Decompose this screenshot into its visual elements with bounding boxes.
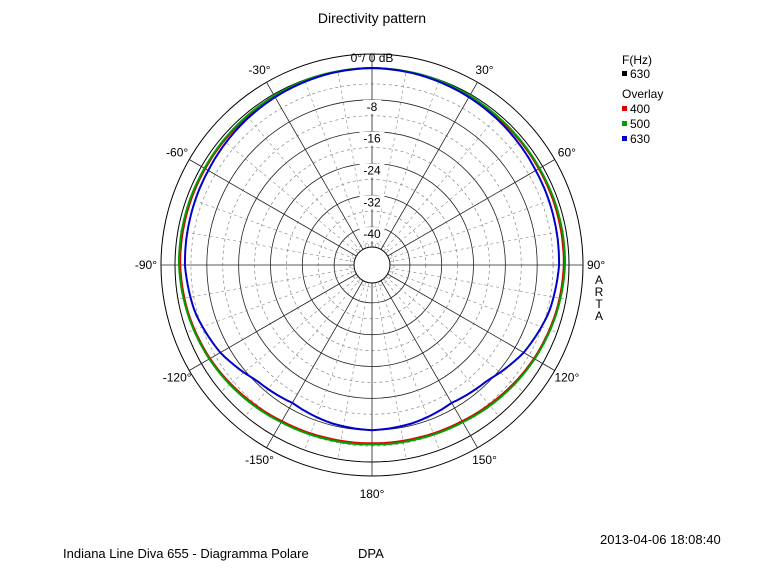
legend-label-500: 500 — [630, 117, 650, 131]
legend-swatch-630 — [622, 136, 627, 141]
radial-tick-label: -40 — [363, 227, 381, 241]
spoke-minor — [337, 70, 370, 248]
angle-label: -90° — [135, 258, 157, 272]
radial-tick-label: -24 — [363, 163, 381, 177]
side-label-letter: A — [594, 273, 603, 287]
response-curves — [178, 66, 566, 446]
legend-current-label: 630 — [630, 67, 650, 81]
spoke-minor — [337, 282, 370, 460]
tick-label-bg — [359, 131, 385, 146]
radial-tick-label: 0°/ 0 dB — [351, 51, 394, 65]
radial-tick-label: -32 — [363, 195, 381, 209]
spoke-minor — [374, 282, 407, 460]
series-630-curve — [183, 66, 561, 432]
series-500-curve — [178, 66, 566, 446]
spoke-minor — [177, 267, 355, 300]
spoke-major — [266, 82, 364, 250]
legend-label-400: 400 — [630, 102, 650, 116]
angle-label: 120° — [554, 371, 579, 385]
legend-swatch-400 — [622, 106, 627, 111]
footer-title: Indiana Line Diva 655 - Diagramma Polare — [63, 546, 309, 561]
center-hole — [353, 246, 391, 284]
angle-label: 90° — [587, 258, 605, 272]
spoke-major — [380, 280, 478, 448]
timestamp: 2013-04-06 18:08:40 — [600, 532, 721, 547]
angle-label: -120° — [163, 371, 192, 385]
legend-label-630: 630 — [630, 132, 650, 146]
angle-label: -30° — [248, 63, 270, 77]
spoke-minor — [177, 230, 355, 263]
side-label-letter: A — [594, 309, 603, 323]
spoke-major — [189, 159, 357, 257]
tick-label-bg — [363, 99, 381, 114]
legend-swatch-500 — [622, 121, 627, 126]
spoke-minor — [374, 70, 407, 248]
angle-label: -150° — [245, 453, 274, 467]
polar-labels: 0°/ 0 dB -8 -16 -24 -32 -40 -30° 30° -60° 60° -90°… — [135, 51, 606, 501]
radial-tick-label: -16 — [363, 132, 381, 146]
spoke-major — [387, 273, 555, 371]
spoke-major — [387, 159, 555, 257]
radial-tick-label: -8 — [367, 100, 378, 114]
legend-current-swatch — [622, 71, 627, 76]
spoke-minor — [389, 267, 567, 300]
legend-overlay-heading: Overlay — [622, 87, 663, 101]
spoke-major — [380, 82, 478, 250]
side-label-letter: R — [594, 285, 604, 299]
legend-heading: F(Hz) — [622, 53, 652, 67]
chart-title: Directivity pattern — [318, 10, 426, 26]
side-label-letter: T — [595, 297, 603, 311]
tick-label-bg — [359, 195, 385, 210]
polar-grid — [160, 53, 584, 477]
tick-label-bg — [359, 163, 385, 178]
angle-label: 30° — [475, 63, 493, 77]
footer-dpa: DPA — [358, 546, 384, 561]
angle-label: -60° — [166, 146, 188, 160]
angle-label: 180° — [360, 487, 385, 501]
spoke-minor — [389, 230, 567, 263]
angle-label: 150° — [472, 453, 497, 467]
tick-label-bg — [359, 227, 385, 242]
spoke-major — [266, 280, 364, 448]
angle-label: 60° — [558, 146, 576, 160]
spoke-major — [189, 273, 357, 371]
